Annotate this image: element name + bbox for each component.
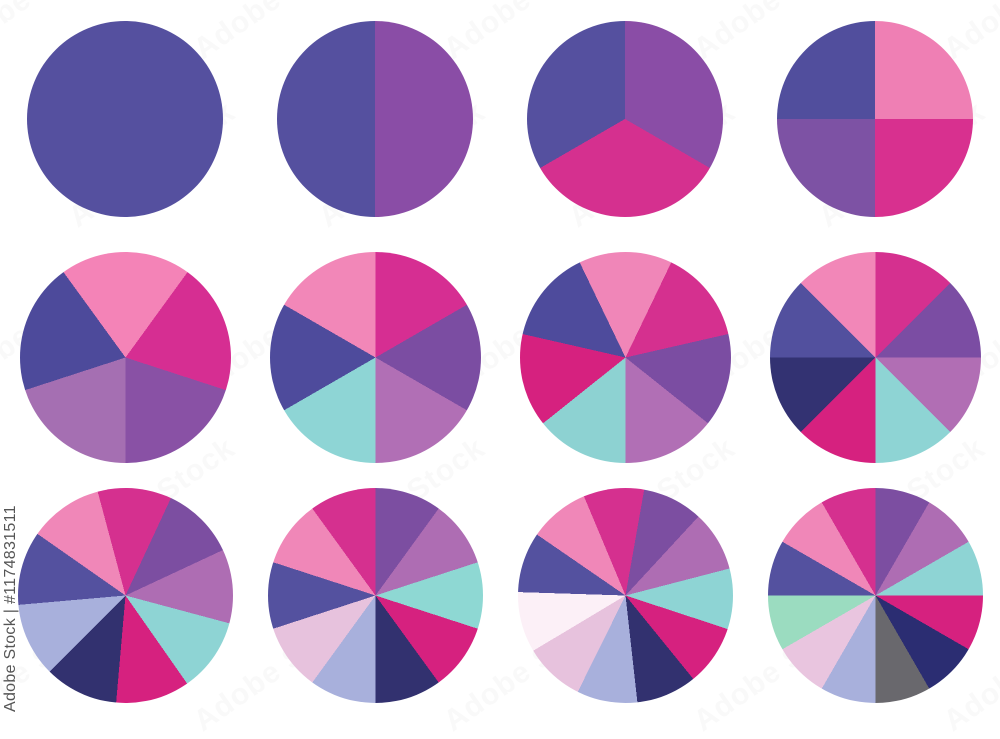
pie-chart-4-segments xyxy=(777,21,973,217)
pie-cell xyxy=(0,0,250,238)
pie-chart-8-segments xyxy=(769,251,981,463)
pie-chart-6-segments xyxy=(269,251,481,463)
pie-cell xyxy=(500,476,750,714)
pie-chart-12-segments xyxy=(767,487,983,703)
pie-chart-1-segments xyxy=(27,21,223,217)
pie-chart-10-segments xyxy=(267,487,483,703)
stock-id-watermark: Adobe Stock | #1174831511 xyxy=(2,505,19,712)
pie-cell xyxy=(0,476,250,714)
pie-chart-grid xyxy=(0,0,1000,714)
pie-cell xyxy=(500,238,750,476)
pie-cell xyxy=(500,0,750,238)
pie-cell xyxy=(750,476,1000,714)
pie-cell xyxy=(250,238,500,476)
pie-chart-7-segments xyxy=(519,251,731,463)
pie-chart-2-segments xyxy=(277,21,473,217)
pie-chart-9-segments xyxy=(17,487,233,703)
pie-cell xyxy=(0,238,250,476)
pie-cell xyxy=(250,476,500,714)
pie-chart-11-segments xyxy=(517,487,733,703)
pie-cell xyxy=(750,238,1000,476)
pie-cell xyxy=(750,0,1000,238)
pie-chart-3-segments xyxy=(527,21,723,217)
pie-cell xyxy=(250,0,500,238)
pie-chart-5-segments xyxy=(19,251,231,463)
